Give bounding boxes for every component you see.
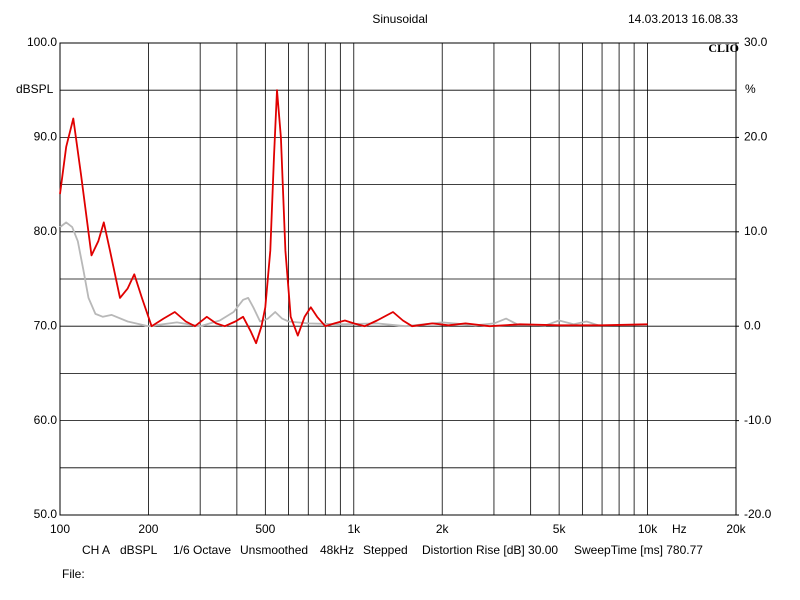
y2-tick-label: 30.0 [744, 35, 768, 49]
data-line [59, 89, 648, 345]
y2-tick-label: 0.0 [744, 318, 761, 332]
x-unit-label: Hz [672, 522, 687, 536]
footer-item: Distortion Rise [dB] 30.00 [422, 543, 558, 557]
x-tick-label: 200 [138, 522, 158, 536]
x-tick-label: 10k [638, 522, 658, 536]
plot-border [59, 42, 737, 516]
y2-tick-label: -10.0 [744, 413, 772, 427]
y-tick-label: 100.0 [27, 35, 57, 49]
y2-tick-label: 20.0 [744, 130, 768, 144]
footer-item: SweepTime [ms] 780.77 [574, 543, 703, 557]
chart-title: Sinusoidal [372, 12, 427, 26]
brand: CLIO [708, 41, 739, 55]
footer-item: Unsmoothed [240, 543, 308, 557]
x-tick-label: 100 [50, 522, 70, 536]
x-tick-label: 1k [347, 522, 361, 536]
footer-item: 48kHz [320, 543, 354, 557]
footer-item: dBSPL [120, 543, 158, 557]
timestamp: 14.03.2013 16.08.33 [628, 12, 738, 26]
y-tick-label: 60.0 [34, 413, 58, 427]
y-tick-label: 70.0 [34, 318, 58, 332]
x-tick-label: 500 [255, 522, 275, 536]
x-tick-label: 5k [553, 522, 567, 536]
data-line [59, 221, 599, 328]
x-tick-label: 2k [436, 522, 450, 536]
y2-tick-label: -20.0 [744, 507, 772, 521]
x-tick-label: 20k [726, 522, 746, 536]
y2-axis-label: % [745, 82, 756, 96]
y-tick-label: 80.0 [34, 224, 58, 238]
y-axis-label: dBSPL [16, 82, 54, 96]
y-tick-label: 50.0 [34, 507, 58, 521]
y-tick-label: 90.0 [34, 130, 58, 144]
footer-item: CH A [82, 543, 110, 557]
footer-item: Stepped [363, 543, 408, 557]
footer-item: 1/6 Octave [173, 543, 231, 557]
y2-tick-label: 10.0 [744, 224, 768, 238]
file-label: File: [62, 567, 85, 581]
